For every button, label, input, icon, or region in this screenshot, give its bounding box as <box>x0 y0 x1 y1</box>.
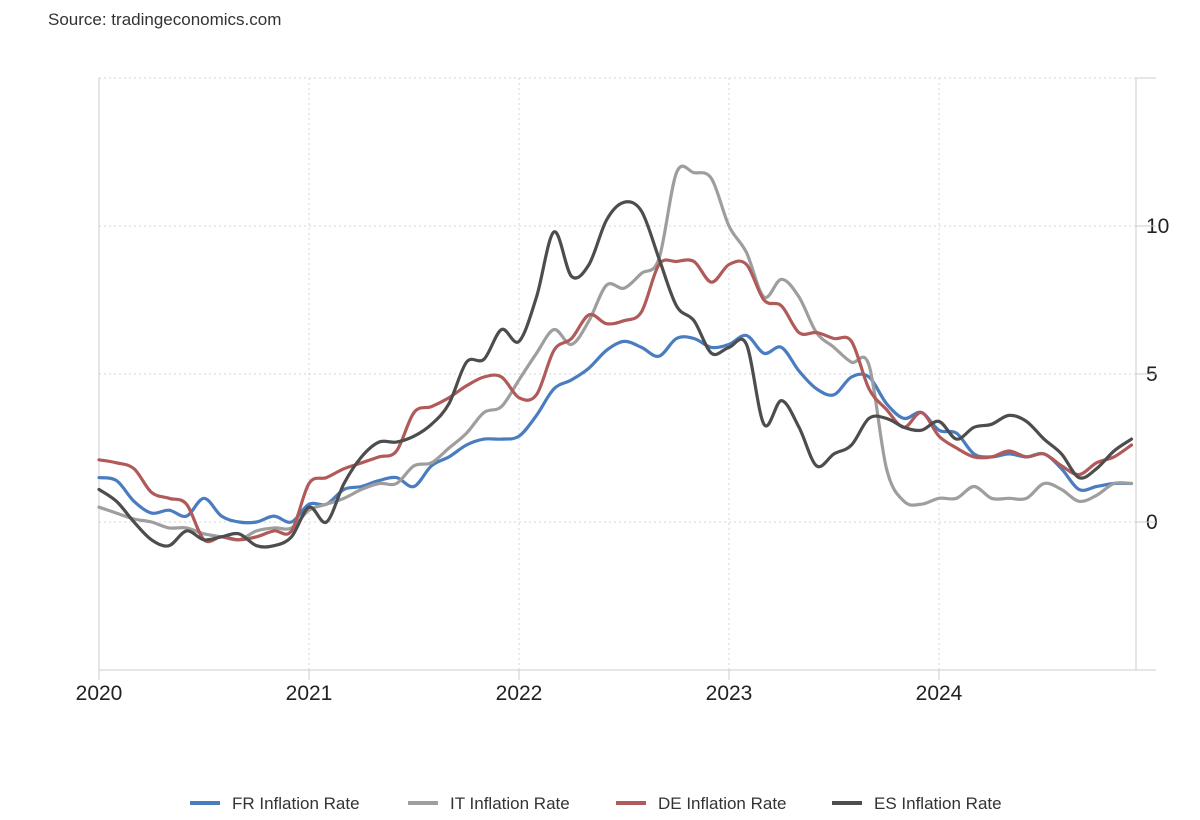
legend-label-es: ES Inflation Rate <box>874 794 1002 813</box>
x-tick-label: 2023 <box>706 682 753 705</box>
legend-label-it: IT Inflation Rate <box>450 794 570 813</box>
source-label: Source: tradingeconomics.com <box>48 10 282 29</box>
series-line-fr <box>97 333 1134 525</box>
series-line-de <box>97 258 1134 544</box>
series-line-it <box>97 164 1134 542</box>
series-line-es <box>97 200 1134 549</box>
series-lines <box>97 164 1134 549</box>
x-tick-label: 2022 <box>496 682 543 705</box>
grid <box>98 77 1136 670</box>
x-tick-label: 2020 <box>76 682 123 705</box>
legend-label-de: DE Inflation Rate <box>658 794 787 813</box>
x-tick-label: 2024 <box>916 682 963 705</box>
y-tick-label: 10 <box>1146 215 1169 238</box>
legend: FR Inflation Rate IT Inflation Rate DE Inf… <box>190 794 1002 813</box>
x-tick-label: 2021 <box>286 682 333 705</box>
legend-label-fr: FR Inflation Rate <box>232 794 360 813</box>
